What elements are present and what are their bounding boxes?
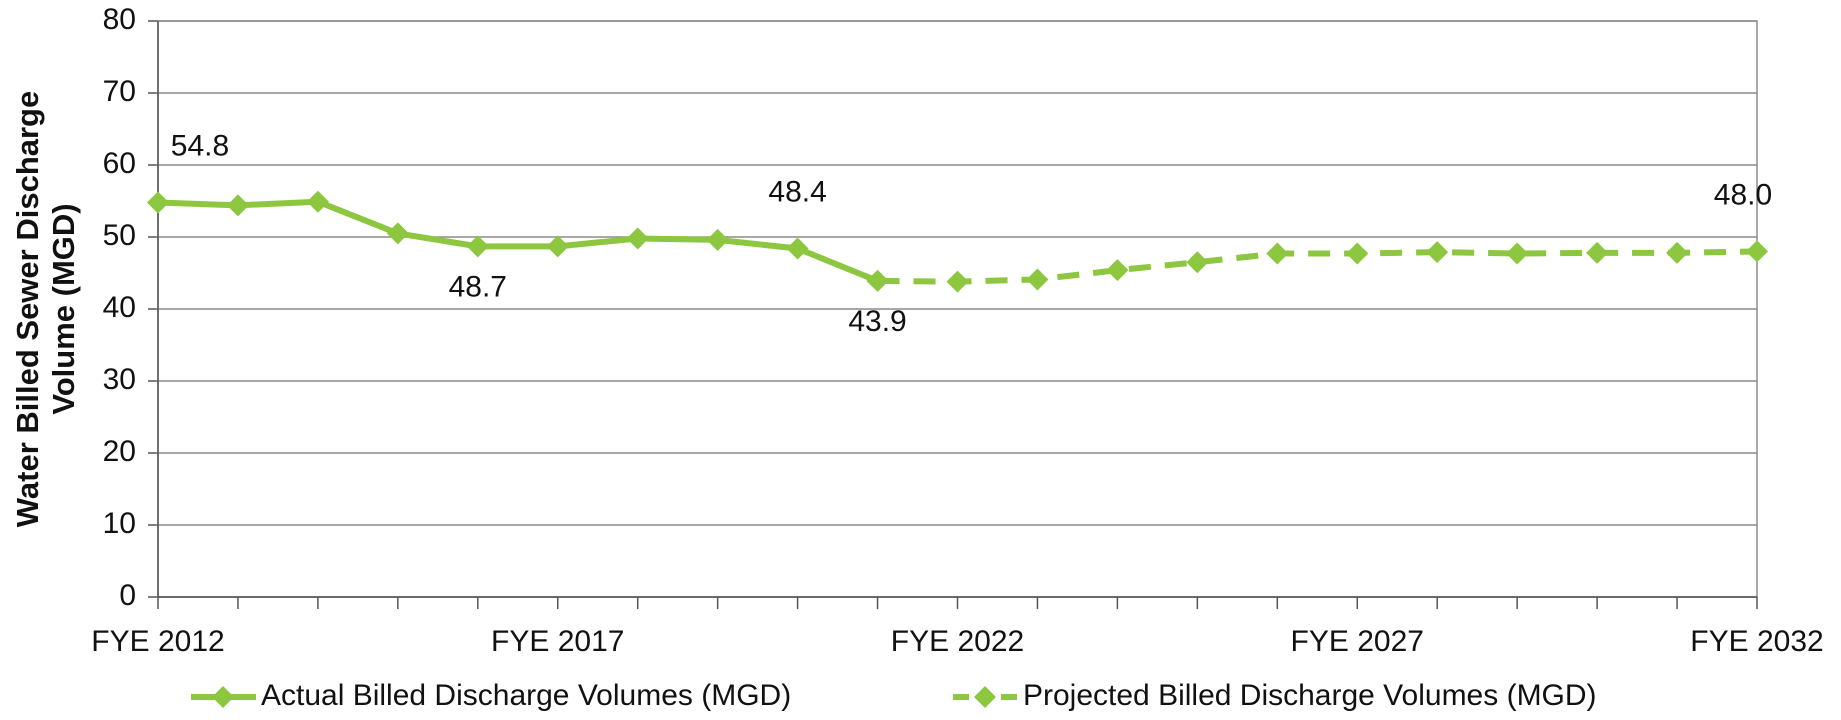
data-point	[866, 269, 889, 292]
legend-marker	[212, 686, 234, 708]
data-label: 48.4	[768, 175, 826, 208]
data-label: 54.8	[171, 129, 229, 162]
data-point	[1506, 242, 1529, 265]
data-point	[706, 228, 729, 251]
data-point	[626, 227, 649, 250]
legend-label: Actual Billed Discharge Volumes (MGD)	[261, 679, 791, 712]
legend-marker	[974, 686, 996, 708]
x-tick-label: FYE 2017	[491, 625, 624, 658]
data-label: 43.9	[848, 305, 906, 338]
x-tick-label: FYE 2022	[891, 625, 1024, 658]
data-label: 48.0	[1714, 178, 1772, 211]
data-point	[386, 222, 409, 245]
data-point	[306, 190, 329, 213]
data-point	[1106, 259, 1129, 282]
series-line	[877, 248, 1758, 285]
data-point	[1186, 251, 1209, 274]
data-point	[147, 191, 169, 214]
y-tick-label: 60	[103, 147, 136, 180]
data-point	[1346, 242, 1369, 265]
y-tick-label: 70	[103, 75, 136, 108]
data-point	[546, 235, 569, 258]
legend-label: Projected Billed Discharge Volumes (MGD)	[1023, 679, 1597, 712]
y-tick-label: 20	[103, 435, 136, 468]
data-point	[226, 194, 249, 217]
data-point	[946, 270, 969, 293]
y-axis-title-line: Water Billed Sewer Discharge	[10, 91, 45, 527]
y-tick-label: 50	[103, 219, 136, 252]
data-point	[786, 237, 809, 260]
y-axis-title: Water Billed Sewer Discharge Volume (MGD…	[10, 91, 81, 527]
x-tick-label: FYE 2012	[91, 625, 224, 658]
data-point	[1026, 268, 1049, 291]
data-label: 48.7	[449, 270, 507, 303]
data-point	[1266, 242, 1289, 265]
data-point	[1426, 241, 1449, 264]
y-tick-label: 40	[103, 291, 136, 324]
y-tick-label: 0	[119, 579, 136, 612]
y-tick-label: 30	[103, 363, 136, 396]
data-point	[1586, 241, 1609, 264]
data-point	[1746, 240, 1768, 263]
x-tick-label: FYE 2032	[1690, 625, 1823, 658]
y-axis-title-line: Volume (MGD)	[46, 203, 81, 414]
data-point	[466, 235, 489, 258]
data-point	[1666, 241, 1689, 264]
y-tick-label: 80	[103, 3, 136, 36]
x-tick-label: FYE 2027	[1291, 625, 1424, 658]
series-line	[157, 198, 879, 284]
y-tick-label: 10	[103, 507, 136, 540]
